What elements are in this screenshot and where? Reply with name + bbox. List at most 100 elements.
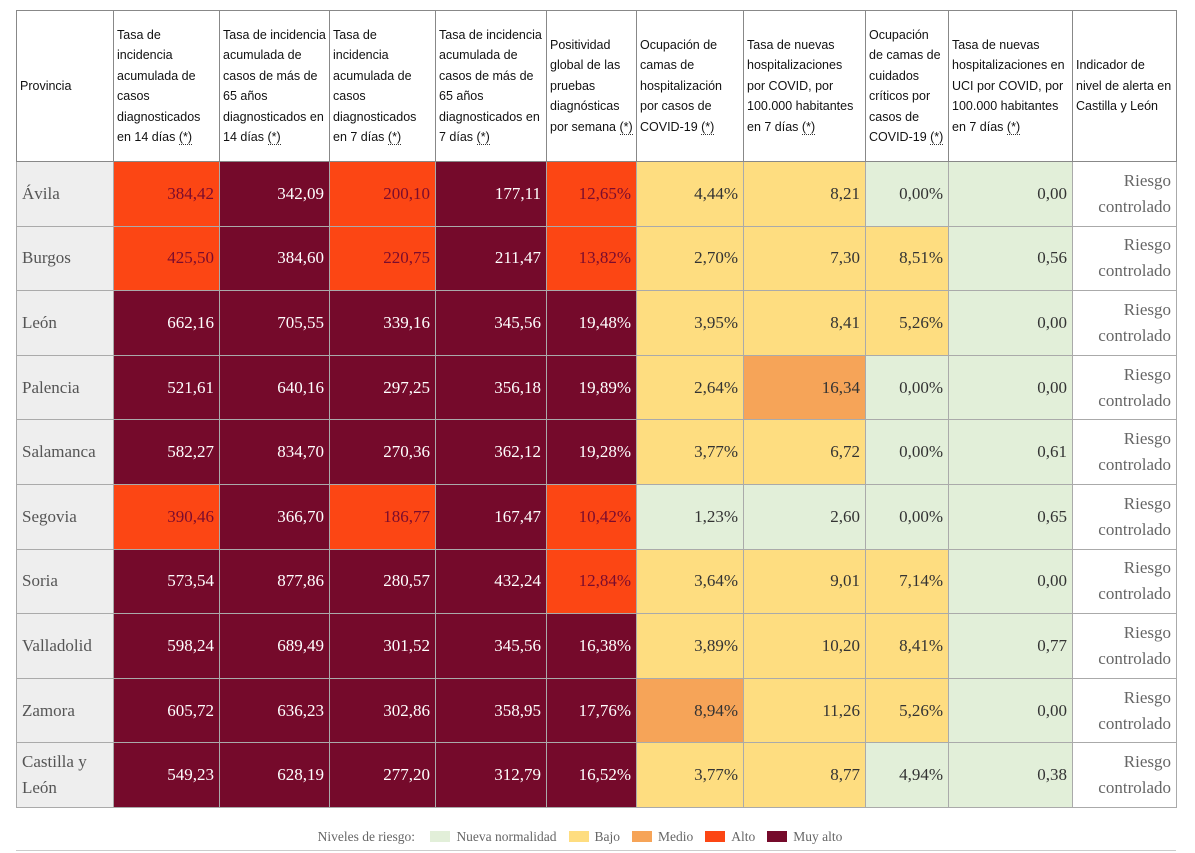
value-cell: 7,14%	[865, 548, 949, 615]
value-cell: 0,00%	[865, 483, 949, 550]
province-cell: Soria	[16, 548, 114, 615]
value-cell: 0,77	[948, 613, 1073, 679]
value-cell: 4,94%	[865, 742, 949, 808]
header-text: Tasa de incidencia acumulada de casos de…	[439, 27, 542, 145]
value-cell: 549,23	[113, 742, 220, 808]
value-cell: 582,27	[113, 419, 220, 485]
value-cell: 9,01	[743, 548, 866, 615]
header-note: (*)	[701, 119, 715, 135]
header-note: (*)	[476, 130, 490, 145]
value-cell: 5,26%	[865, 677, 949, 744]
value-cell: 1,23%	[636, 483, 744, 550]
legend-swatch	[632, 831, 653, 842]
value-cell: 312,79	[435, 742, 547, 808]
value-cell: 573,54	[113, 548, 220, 615]
value-cell: 8,41%	[865, 613, 949, 679]
table-row: Zamora 605,72 636,23 302,86 358,95 17,76% 8,94…	[16, 677, 1177, 744]
value-cell: 0,00	[948, 548, 1073, 615]
value-cell: 3,77%	[636, 419, 744, 485]
value-cell: 302,86	[329, 677, 436, 744]
divider	[16, 850, 1176, 851]
legend-label: Medio	[658, 829, 694, 844]
column-header: Positividad global de las pruebas diagnó…	[546, 10, 637, 162]
legend-label: Muy alto	[793, 829, 843, 844]
value-cell: 636,23	[219, 677, 330, 744]
value-cell: 19,28%	[546, 419, 637, 485]
value-cell: 8,41	[743, 290, 866, 356]
value-cell: 605,72	[113, 677, 220, 744]
province-cell: Segovia	[16, 483, 114, 550]
table-wrap: Provincia Tasa de incidencia acumulada de…	[16, 10, 1177, 808]
value-cell: 345,56	[435, 613, 547, 679]
value-cell: 705,55	[219, 290, 330, 356]
table-row: Ávila 384,42 342,09 200,10 177,11 12,65% 4,44%…	[16, 161, 1177, 227]
value-cell: 19,89%	[546, 354, 637, 421]
value-cell: 3,89%	[636, 613, 744, 679]
header-note: (*)	[619, 119, 633, 135]
column-header: Tasa de incidencia acumulada de casos di…	[113, 10, 220, 162]
value-cell: 358,95	[435, 677, 547, 744]
value-cell: 11,26	[743, 677, 866, 744]
value-cell: 0,56	[948, 225, 1073, 292]
value-cell: Riesgo controlado	[1072, 354, 1177, 421]
value-cell: 177,11	[435, 161, 547, 227]
value-cell: 8,51%	[865, 225, 949, 292]
value-cell: Riesgo controlado	[1072, 225, 1177, 292]
value-cell: 17,76%	[546, 677, 637, 744]
value-cell: 19,48%	[546, 290, 637, 356]
value-cell: 200,10	[329, 161, 436, 227]
header-text: Indicador de nivel de alerta en Castilla…	[1076, 58, 1172, 114]
value-cell: 362,12	[435, 419, 547, 485]
value-cell: 834,70	[219, 419, 330, 485]
header-text: Ocupación de camas de cuidados críticos …	[869, 27, 941, 145]
value-cell: 16,34	[743, 354, 866, 421]
value-cell: 0,00	[948, 677, 1073, 744]
header-row: Provincia Tasa de incidencia acumulada de…	[16, 10, 1177, 162]
value-cell: 167,47	[435, 483, 547, 550]
value-cell: 0,00	[948, 161, 1073, 227]
province-cell: Burgos	[16, 225, 114, 292]
column-header: Tasa de incidencia acumulada de casos de…	[219, 10, 330, 162]
value-cell: 186,77	[329, 483, 436, 550]
header-text: Tasa de incidencia acumulada de casos de…	[223, 27, 326, 145]
value-cell: Riesgo controlado	[1072, 483, 1177, 550]
value-cell: 662,16	[113, 290, 220, 356]
value-cell: 339,16	[329, 290, 436, 356]
legend-title: Niveles de riesgo:	[317, 829, 416, 844]
header-note: (*)	[1006, 119, 1021, 135]
province-cell: Ávila	[16, 161, 114, 227]
value-cell: 8,21	[743, 161, 866, 227]
value-cell: Riesgo controlado	[1072, 290, 1177, 356]
legend-swatch	[430, 831, 451, 842]
column-header: Tasa de incidencia acumulada de casos di…	[329, 10, 436, 162]
table-row: Palencia 521,61 640,16 297,25 356,18 19,89% 2,…	[16, 354, 1177, 421]
value-cell: 3,64%	[636, 548, 744, 615]
header-note: (*)	[387, 130, 402, 145]
value-cell: 0,65	[948, 483, 1073, 550]
value-cell: 10,42%	[546, 483, 637, 550]
table-row: Valladolid 598,24 689,49 301,52 345,56 16,38%…	[16, 613, 1177, 679]
header-text: Tasa de incidencia acumulada de casos di…	[117, 27, 201, 145]
value-cell: Riesgo controlado	[1072, 548, 1177, 615]
value-cell: 425,50	[113, 225, 220, 292]
value-cell: 0,00%	[865, 419, 949, 485]
value-cell: 8,77	[743, 742, 866, 808]
table-row: Salamanca 582,27 834,70 270,36 362,12 19,28% 3…	[16, 419, 1177, 485]
legend-swatch	[767, 831, 788, 842]
column-header: Provincia	[16, 10, 114, 162]
value-cell: 297,25	[329, 354, 436, 421]
value-cell: 12,65%	[546, 161, 637, 227]
header-text: Tasa de nuevas hospitalizaciones en UCI …	[952, 37, 1065, 134]
value-cell: 390,46	[113, 483, 220, 550]
value-cell: 270,36	[329, 419, 436, 485]
value-cell: 0,38	[948, 742, 1073, 808]
province-cell: Palencia	[16, 354, 114, 421]
table-row: León 662,16 705,55 339,16 345,56 19,48% 3,95% 8…	[16, 290, 1177, 356]
value-cell: 280,57	[329, 548, 436, 615]
value-cell: 598,24	[113, 613, 220, 679]
value-cell: 3,77%	[636, 742, 744, 808]
table-row: Castilla y León 549,23 628,19 277,20 312,79 1…	[16, 742, 1177, 808]
province-cell: Castilla y León	[16, 742, 114, 808]
legend-label: Alto	[731, 829, 756, 844]
value-cell: 0,00%	[865, 161, 949, 227]
